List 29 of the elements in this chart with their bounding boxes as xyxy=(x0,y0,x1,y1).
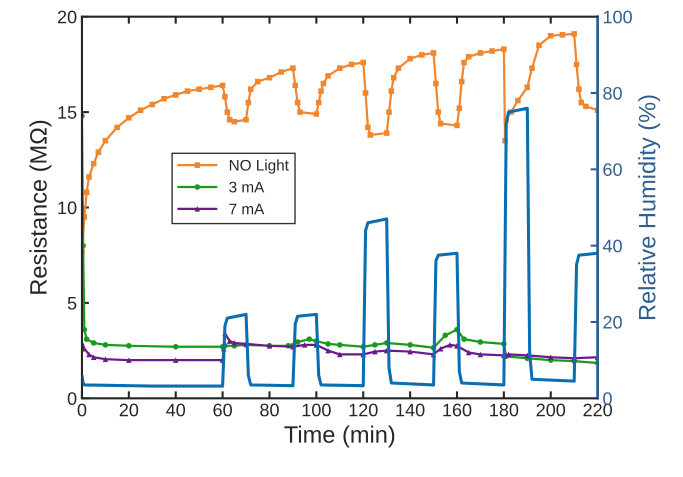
legend-label: NO Light xyxy=(230,159,289,174)
x-tick-label: 40 xyxy=(166,404,186,416)
x-tick-label: 140 xyxy=(396,404,424,416)
y-tick-label: 0 xyxy=(68,392,76,406)
y2-tick-label: 60 xyxy=(603,163,622,176)
y2-tick-label: 80 xyxy=(603,86,622,100)
x-tick-label: 200 xyxy=(536,404,566,416)
y-axis-title: Resistance (MΩ) xyxy=(29,120,52,294)
y2-tick-label: 0 xyxy=(603,392,612,406)
x-tick-label: 100 xyxy=(302,404,331,416)
y2-tick-label: 40 xyxy=(602,240,622,252)
y2-tick-label: 100 xyxy=(604,10,632,24)
x-tick-label: 0 xyxy=(78,404,86,416)
y2-axis-title: Relative Humidity (%) xyxy=(638,95,660,320)
x-tick-label: 20 xyxy=(120,404,138,416)
y-tick-label: 10 xyxy=(58,201,76,214)
x-tick-label: 180 xyxy=(490,404,518,416)
x-tick-label: 80 xyxy=(260,404,279,416)
x-tick-label: 120 xyxy=(350,404,378,416)
y-tick-label: 5 xyxy=(68,297,76,310)
x-tick-label: 220 xyxy=(583,404,612,416)
legend-label: 3 mA xyxy=(229,182,264,193)
y-tick-label: 15 xyxy=(58,106,76,119)
legend-label: 7 mA xyxy=(229,204,264,214)
y-tick-label: 20 xyxy=(58,10,76,24)
x-tick-label: 60 xyxy=(213,404,232,416)
x-axis-title: Time (min) xyxy=(284,426,394,448)
x-tick-label: 160 xyxy=(443,404,472,416)
y2-tick-label: 20 xyxy=(603,316,622,329)
